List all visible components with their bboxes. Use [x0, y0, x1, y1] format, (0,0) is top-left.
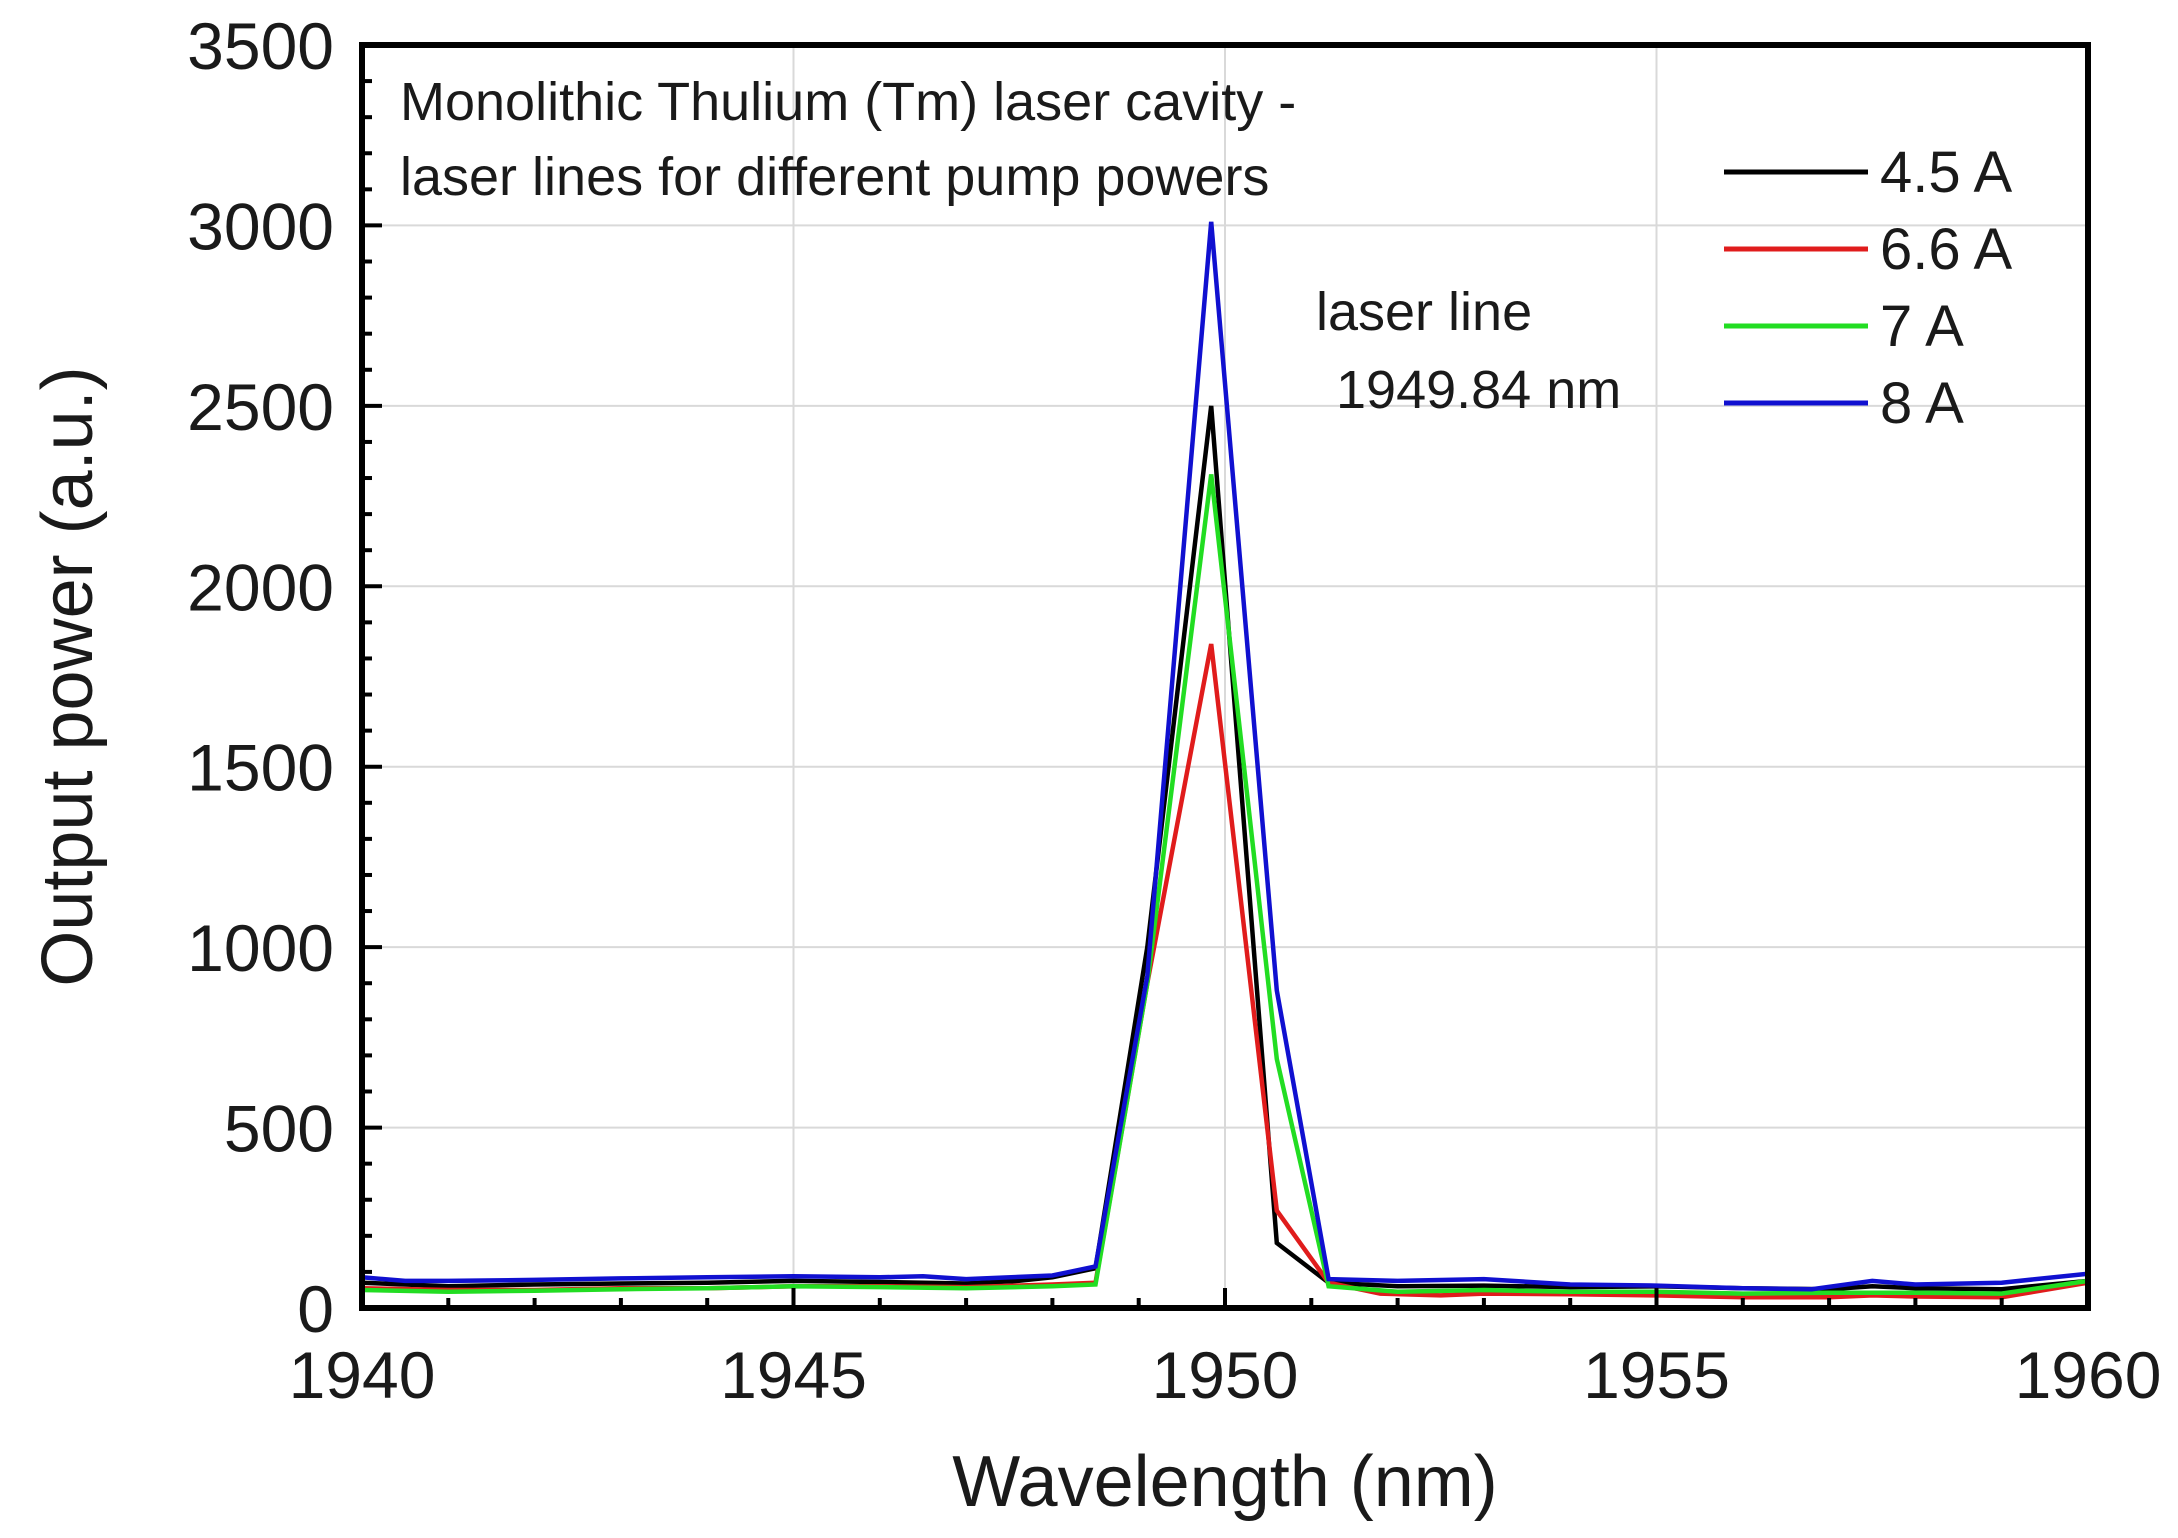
- y-tick-label: 1000: [187, 911, 334, 985]
- axis-ticks: [360, 43, 2090, 1310]
- legend-label-3: 7 A: [1880, 294, 1964, 359]
- annotation-peak-line-1: laser line: [1316, 282, 1532, 342]
- legend-label-1: 4.5 A: [1880, 140, 2013, 205]
- y-axis-title: Output power (a.u.): [28, 366, 108, 986]
- y-tick-label: 3500: [187, 9, 334, 83]
- x-tick-label: 1955: [1583, 1338, 1730, 1412]
- tick-labels: 1940 1945 1950 1955 1960 0 500 1000 1500 2000 2500…: [187, 9, 2161, 1412]
- x-axis-title: Wavelength (nm): [952, 1442, 1498, 1522]
- annotation-title-line-1: Monolithic Thulium (Tm) laser cavity -: [400, 72, 1296, 132]
- legend: 4.5 A 6.6 A 7 A 8 A: [1724, 140, 2013, 436]
- series-line-3: [361, 474, 2089, 1296]
- legend-label-2: 6.6 A: [1880, 217, 2013, 282]
- x-tick-label: 1960: [2015, 1338, 2162, 1412]
- legend-label-4: 8 A: [1880, 371, 1964, 436]
- x-tick-label: 1940: [289, 1338, 436, 1412]
- y-tick-label: 3000: [187, 189, 334, 263]
- series-line-4: [361, 221, 2089, 1292]
- y-tick-label: 500: [224, 1092, 334, 1166]
- series-group: [361, 221, 2089, 1300]
- y-tick-label: 2500: [187, 370, 334, 444]
- x-tick-label: 1945: [720, 1338, 867, 1412]
- annotation-peak-line-2: 1949.84 nm: [1336, 360, 1621, 420]
- series-line-1: [361, 405, 2089, 1292]
- y-tick-label: 2000: [187, 550, 334, 624]
- y-tick-label: 1500: [187, 731, 334, 805]
- x-tick-label: 1950: [1152, 1338, 1299, 1412]
- y-tick-label: 0: [297, 1272, 334, 1346]
- grid: [362, 45, 2088, 1308]
- annotation-title-line-2: laser lines for different pump powers: [400, 147, 1269, 207]
